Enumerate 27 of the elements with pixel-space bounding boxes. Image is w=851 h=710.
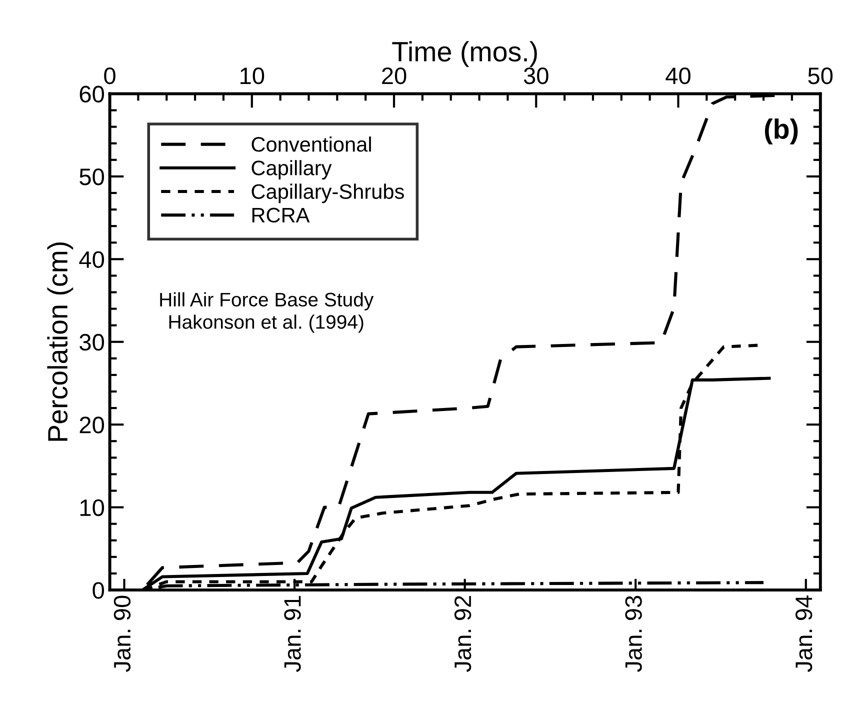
y-tick-label: 40 [79, 251, 104, 268]
y-tick-label: 20 [80, 416, 104, 434]
x2-tick-label: Jan. 91 [284, 596, 301, 672]
legend-label: Capillary [252, 160, 332, 180]
annotation: Hill Air Force Base Study [160, 292, 374, 310]
x2-tick-label: Jan. 90 [114, 596, 131, 672]
y-tick-label: 30 [80, 334, 104, 351]
x2-tick-label: Jan. 94 [796, 596, 812, 672]
y-tick-label: 10 [80, 499, 104, 516]
y-tick-label: 60 [80, 86, 104, 103]
annotation: (b) [764, 118, 798, 144]
legend-label: Capillary-Shrubs [252, 184, 404, 204]
legend-label: RCRA [252, 208, 310, 223]
x-tick-label: 30 [524, 67, 548, 84]
y-tick-label: 0 [92, 582, 104, 599]
x2-tick-label: Jan. 92 [454, 596, 472, 672]
x-tick-label: 50 [808, 67, 833, 84]
x2-tick-label: Jan. 93 [625, 596, 642, 672]
y-axis-title: Percolation (cm) [47, 242, 74, 441]
x-tick-label: 10 [240, 67, 264, 84]
legend-label: Conventional [252, 136, 371, 152]
x-tick-label: 0 [104, 67, 116, 84]
x-tick-label: 40 [666, 67, 690, 84]
y-tick-label: 50 [80, 168, 104, 186]
x-tick-label: 20 [382, 67, 406, 84]
x-axis-title: Time (mos.) [392, 41, 537, 68]
annotation: Hakonson et al. (1994) [169, 314, 364, 333]
